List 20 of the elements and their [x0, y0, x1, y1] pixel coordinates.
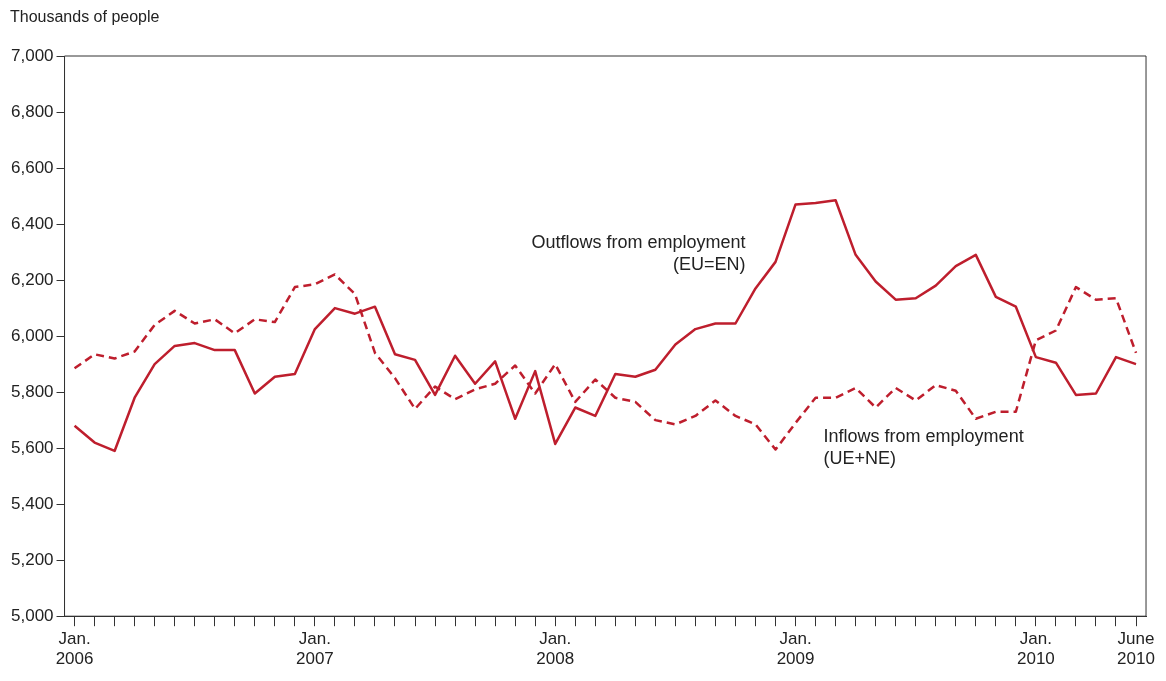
x-tick-label: Jan. 2007 — [295, 629, 334, 669]
x-tick-label: June 2010 — [1117, 629, 1155, 669]
y-tick-label: 6,000 — [10, 325, 54, 345]
y-tick-label: 7,000 — [10, 45, 54, 65]
y-tick-label: 6,800 — [10, 101, 54, 121]
y-tick-label: 5,000 — [10, 605, 54, 625]
y-tick-label: 5,800 — [10, 381, 54, 401]
x-tick-label: Jan. 2008 — [536, 629, 575, 669]
x-tick-label: Jan. 2006 — [55, 629, 94, 669]
series-label: Outflows from employment (EU=EN) — [531, 232, 746, 275]
y-tick-label: 5,400 — [10, 493, 54, 513]
y-tick-label: 6,600 — [10, 157, 54, 177]
y-tick-label: 5,200 — [10, 549, 54, 569]
y-axis-title: Thousands of people — [10, 8, 160, 26]
x-tick-label: Jan. 2009 — [776, 629, 815, 669]
series-label: Inflows from employment (UE+NE) — [823, 425, 1024, 468]
y-tick-label: 5,600 — [10, 437, 54, 457]
y-tick-label: 6,400 — [10, 213, 54, 233]
x-tick-label: Jan. 2010 — [1016, 629, 1055, 669]
y-tick-label: 6,200 — [10, 269, 54, 289]
